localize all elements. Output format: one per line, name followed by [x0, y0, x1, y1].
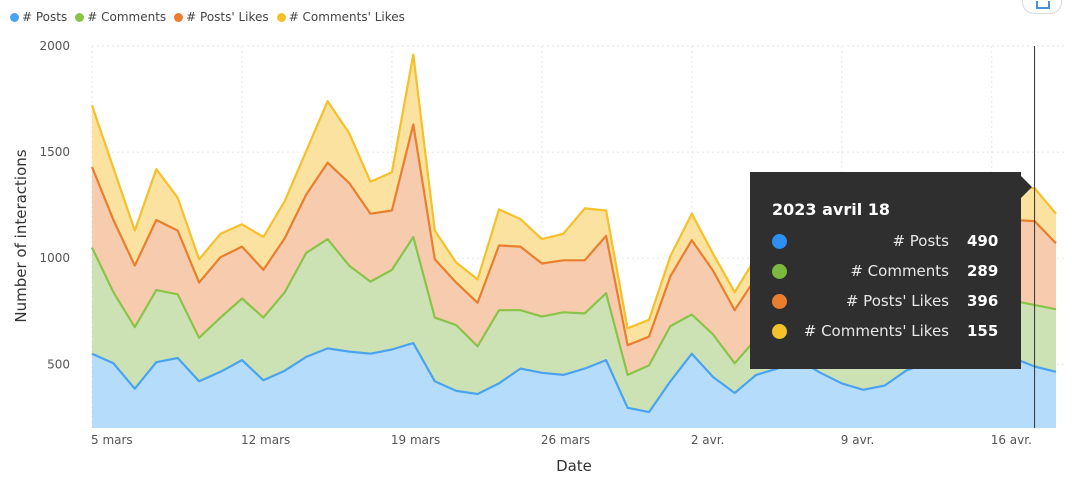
- tooltip-label: # Posts: [892, 232, 949, 250]
- legend-item[interactable]: # Posts' Likes: [174, 10, 269, 24]
- y-axis-label: Number of interactions: [12, 149, 30, 322]
- x-tick-label: 16 avr.: [991, 433, 1032, 447]
- tooltip-value: 490: [967, 232, 999, 250]
- tooltip-value: 396: [967, 292, 999, 310]
- legend-dot: [10, 12, 19, 22]
- legend-dot: [75, 12, 85, 22]
- x-tick-label: 9 avr.: [841, 433, 875, 447]
- tooltip-value: 289: [967, 262, 999, 280]
- chart-tooltip: 2023 avril 18 # Posts 490 # Comments 289…: [750, 172, 1032, 369]
- tooltip-title: 2023 avril 18: [772, 200, 891, 219]
- tooltip-row: # Posts 490: [772, 226, 999, 256]
- x-tick-label: 12 mars: [241, 433, 290, 447]
- legend-label: # Posts: [22, 10, 68, 24]
- y-tick-label: 1500: [39, 145, 70, 159]
- x-axis-label: Date: [556, 457, 592, 475]
- legend-label: # Comments' Likes: [288, 10, 405, 24]
- focus-mode-button[interactable]: [1022, 0, 1062, 14]
- y-tick-label: 2000: [39, 39, 70, 53]
- y-axis-ticks: 500 1000 1500 2000: [39, 39, 70, 371]
- chart-legend: # Posts # Comments # Posts' Likes # Comment…: [10, 10, 407, 24]
- tooltip-row: # Posts' Likes 396: [772, 286, 999, 316]
- x-tick-label: 19 mars: [391, 433, 440, 447]
- y-tick-label: 1000: [39, 251, 70, 265]
- tooltip-label: # Comments: [850, 262, 949, 280]
- legend-dot: [276, 12, 286, 22]
- legend-item[interactable]: # Comments' Likes: [276, 10, 405, 24]
- tooltip-dot-posts: [772, 233, 787, 249]
- series-line-0: [91, 342, 1057, 414]
- y-tick-label: 500: [47, 357, 70, 371]
- tooltip-row: # Comments 289: [772, 256, 999, 286]
- area-3: [92, 54, 1056, 346]
- area-0: [92, 343, 1056, 428]
- legend-item[interactable]: # Comments: [75, 10, 166, 24]
- expand-icon: [1036, 1, 1050, 9]
- tooltip-value: 155: [967, 322, 999, 340]
- x-tick-label: 26 mars: [541, 433, 590, 447]
- tooltip-dot-posts-likes: [772, 293, 787, 309]
- x-axis-ticks: 5 mars 12 mars 19 mars 26 mars 2 avr. 9 avr. 1…: [91, 433, 1032, 447]
- tooltip-dot-comments-likes: [772, 323, 787, 339]
- tooltip-label: # Posts' Likes: [845, 292, 949, 310]
- legend-dot: [174, 12, 184, 22]
- tooltip-row: # Comments' Likes 155: [772, 316, 999, 346]
- legend-label: # Posts' Likes: [186, 10, 269, 24]
- tooltip-dot-comments: [772, 263, 787, 279]
- tooltip-label: # Comments' Likes: [803, 322, 949, 340]
- x-tick-label: 5 mars: [91, 433, 133, 447]
- legend-label: # Comments: [87, 10, 167, 24]
- x-tick-label: 2 avr.: [691, 433, 725, 447]
- legend-item[interactable]: # Posts: [10, 10, 67, 24]
